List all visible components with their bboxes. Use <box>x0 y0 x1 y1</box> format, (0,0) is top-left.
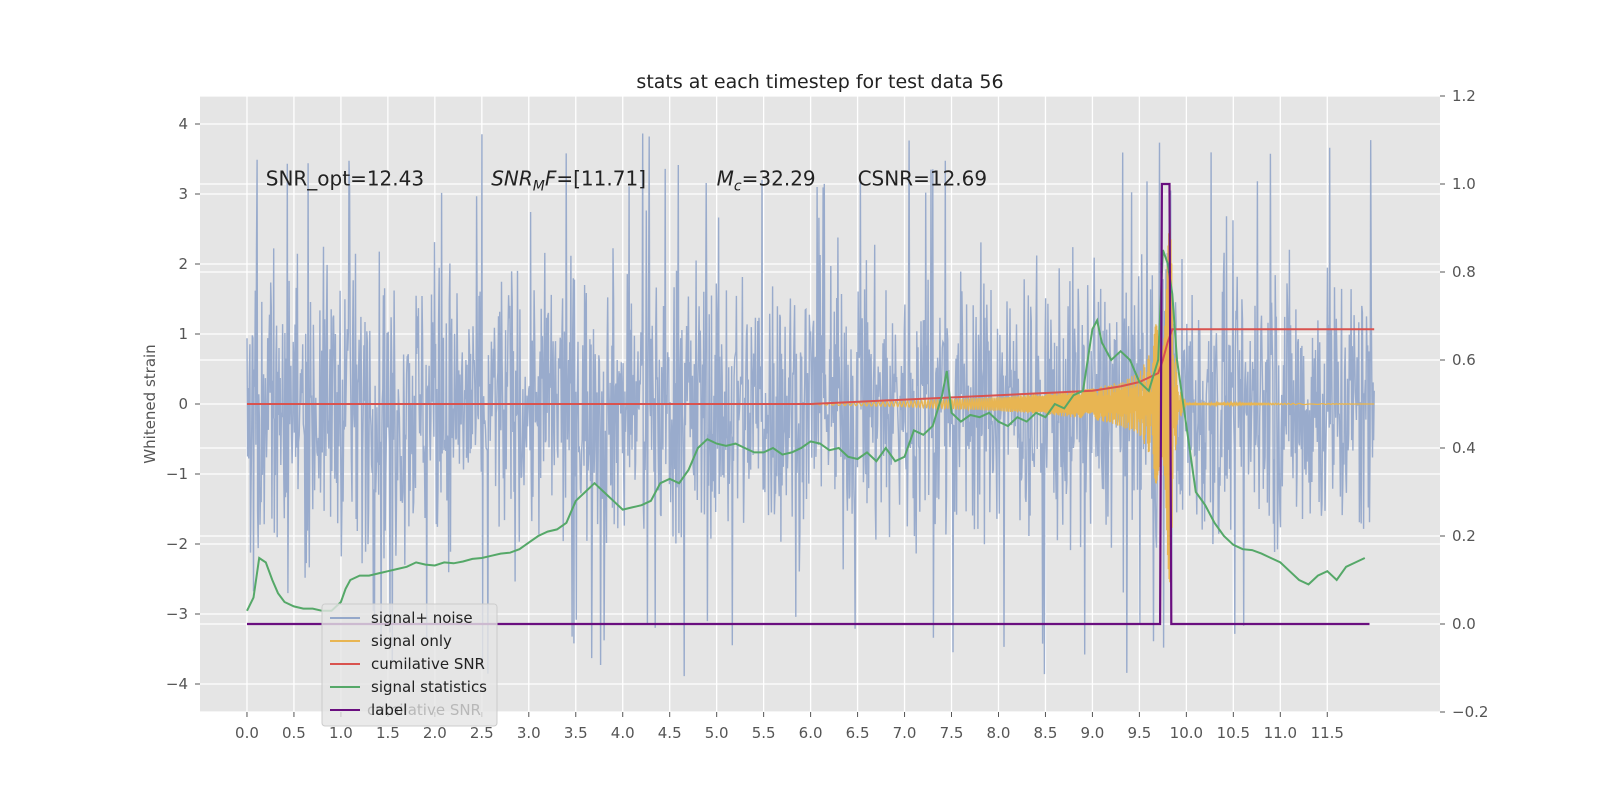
x-tick-label: 10.5 <box>1217 724 1250 742</box>
right-axis: 1.2 1.0 0.8 0.6 0.4 0.2 0.0 −0.2 <box>1440 87 1488 721</box>
y-tick-label: −2 <box>166 535 188 553</box>
legend-label: signal+ noise <box>371 609 473 627</box>
series-layer <box>246 133 1375 677</box>
chart-title: stats at each timestep for test data 56 <box>636 71 1003 93</box>
x-tick-label: 9.0 <box>1080 724 1104 742</box>
y-tick-label: 4 <box>178 115 188 133</box>
y2-tick-label: 0.6 <box>1452 351 1476 369</box>
x-tick-label: 4.5 <box>658 724 682 742</box>
y-axis-label: Whitened strain <box>141 344 159 463</box>
series-signal-statistics-line <box>246 249 1366 612</box>
left-axis: 4 3 2 1 0 −1 −2 −3 −4 <box>166 115 200 693</box>
y2-tick-label: 0.2 <box>1452 527 1476 545</box>
x-axis: 0.0 0.5 1.0 1.5 2.0 2.5 3.0 3.5 4.0 4.5 5.0 5.5 6.0 6… <box>235 712 1344 742</box>
x-tick-label: 0.5 <box>282 724 306 742</box>
y-tick-label: 0 <box>178 395 188 413</box>
x-tick-label: 6.5 <box>846 724 870 742</box>
x-tick-label: 5.0 <box>705 724 729 742</box>
y-tick-label: −1 <box>166 465 188 483</box>
annotation-segment: =32.29 <box>742 167 816 191</box>
y-tick-label: −4 <box>166 675 188 693</box>
y2-tick-label: 1.0 <box>1452 175 1476 193</box>
annotation-segment: c <box>734 179 742 195</box>
legend-label: cumilative SNR <box>371 655 485 673</box>
y2-tick-label: 0.0 <box>1452 615 1476 633</box>
legend-hidden-text: cumilative SNR <box>367 701 481 719</box>
y-tick-label: 3 <box>178 185 188 203</box>
x-tick-label: 7.5 <box>940 724 964 742</box>
legend-label: signal statistics <box>371 678 487 696</box>
annotation-segment: =[11.71] <box>556 167 646 191</box>
y2-tick-label: 0.4 <box>1452 439 1476 457</box>
x-tick-label: 0.0 <box>235 724 259 742</box>
annotation-segment: CSNR=12.69 <box>858 167 988 191</box>
x-tick-label: 11.5 <box>1311 724 1344 742</box>
x-tick-label: 1.5 <box>376 724 400 742</box>
y-tick-label: 1 <box>178 325 188 343</box>
legend: cumilative SNR signal+ noise signal only cu… <box>321 603 498 727</box>
annotation-segment: SNR <box>491 167 533 191</box>
legend-label: label <box>371 701 407 719</box>
x-tick-label: 11.0 <box>1264 724 1297 742</box>
x-tick-label: 4.0 <box>611 724 635 742</box>
y-tick-label: 2 <box>178 255 188 273</box>
y2-tick-label: 1.2 <box>1452 87 1476 105</box>
x-tick-label: 7.0 <box>893 724 917 742</box>
annotation-segment: M <box>533 179 545 195</box>
x-tick-label: 2.0 <box>423 724 447 742</box>
annotation-segment: M <box>717 167 734 191</box>
x-tick-label: 10.0 <box>1170 724 1203 742</box>
x-tick-label: 2.5 <box>470 724 494 742</box>
annotation-mc: Mc=32.29 <box>717 167 816 195</box>
x-tick-label: 3.5 <box>564 724 588 742</box>
x-tick-label: 6.0 <box>799 724 823 742</box>
y2-tick-label: −0.2 <box>1452 703 1488 721</box>
annotation-snr_opt: SNR_opt=12.43 <box>266 167 424 191</box>
legend-label: signal only <box>371 632 452 650</box>
x-tick-label: 3.0 <box>517 724 541 742</box>
y2-tick-label: 0.8 <box>1452 263 1476 281</box>
annotation-segment: SNR_opt=12.43 <box>266 167 424 191</box>
x-tick-label: 8.0 <box>987 724 1011 742</box>
y-tick-label: −3 <box>166 605 188 623</box>
annotation-snr_mf: SNRMF=[11.71] <box>491 167 646 195</box>
annotation-segment: F <box>545 167 557 191</box>
annotations: SNR_opt=12.43 SNRMF=[11.71] Mc=32.29 CSNR=1… <box>266 167 987 195</box>
legend-box <box>321 603 498 727</box>
series-label-line <box>247 182 1370 626</box>
annotation-csnr: CSNR=12.69 <box>858 167 988 191</box>
x-tick-label: 5.5 <box>752 724 776 742</box>
x-tick-label: 1.0 <box>329 724 353 742</box>
x-tick-label: 9.5 <box>1127 724 1151 742</box>
x-tick-label: 8.5 <box>1034 724 1058 742</box>
series-signal-noise-line <box>246 133 1375 677</box>
